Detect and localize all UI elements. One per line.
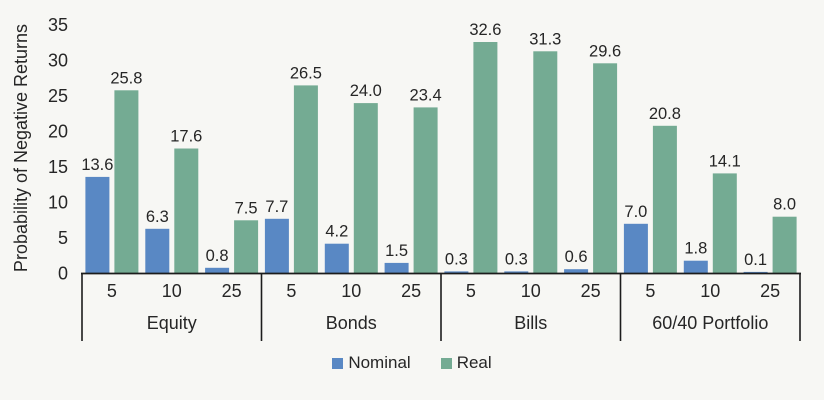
data-label-real-bonds-5: 26.5 [290,64,322,82]
legend-item-real: Real [440,353,492,373]
bar-nominal-bills-25 [564,269,589,274]
bar-nominal-equity-5 [85,176,110,274]
x-tick-label-60-40-portfolio-10: 10 [700,281,720,301]
y-tick-label-0: 0 [58,264,68,284]
data-label-real-60-40-portfolio-25: 8.0 [773,196,796,214]
data-label-real-bills-25: 29.6 [589,42,621,60]
x-tick-label-60-40-portfolio-5: 5 [645,281,655,301]
y-axis-title: Probability of Negative Returns [11,24,31,272]
legend-item-nominal: Nominal [332,353,411,373]
y-tick-label-30: 30 [48,51,68,71]
x-tick-label-bills-10: 10 [521,281,541,301]
data-label-nominal-60-40-portfolio-5: 7.0 [624,203,647,221]
bar-nominal-bills-10 [504,271,529,274]
bar-nominal-bills-5 [444,271,469,274]
data-label-real-bonds-10: 24.0 [350,82,382,100]
data-label-nominal-60-40-portfolio-25: 0.1 [744,251,767,269]
y-tick-label-25: 25 [48,86,68,106]
data-label-nominal-bills-25: 0.6 [565,248,588,266]
data-label-nominal-60-40-portfolio-10: 1.8 [684,240,707,258]
data-label-real-bonds-25: 23.4 [410,86,442,104]
y-tick-label-5: 5 [58,228,68,248]
x-tick-label-bonds-25: 25 [401,281,421,301]
x-tick-label-equity-25: 25 [222,281,242,301]
bar-real-bills-5 [473,42,498,274]
legend-label-nominal: Nominal [348,353,411,372]
bar-nominal-60-40-portfolio-5 [623,223,648,274]
bar-real-bills-25 [593,63,618,274]
data-label-nominal-bonds-10: 4.2 [325,223,348,241]
y-tick-label-20: 20 [48,122,68,142]
group-label-bonds: Bonds [326,313,377,333]
legend: Nominal Real [0,353,824,373]
x-tick-label-bonds-5: 5 [286,281,296,301]
bar-nominal-bonds-25 [384,262,409,274]
bar-nominal-equity-10 [145,228,170,274]
group-label-60-40-portfolio: 60/40 Portfolio [652,313,768,333]
bar-real-equity-10 [174,148,199,274]
real-swatch-icon [440,357,452,369]
data-label-real-bills-5: 32.6 [469,21,501,39]
data-label-nominal-bonds-5: 7.7 [265,198,288,216]
data-label-real-60-40-portfolio-10: 14.1 [709,152,741,170]
bar-nominal-bonds-5 [264,218,289,274]
data-label-real-equity-5: 25.8 [110,69,142,87]
legend-label-real: Real [456,353,492,372]
x-tick-label-equity-5: 5 [107,281,117,301]
group-label-bills: Bills [514,313,547,333]
data-label-nominal-equity-10: 6.3 [146,208,169,226]
x-tick-label-bills-25: 25 [581,281,601,301]
data-label-nominal-bills-10: 0.3 [505,250,528,268]
data-label-real-equity-10: 17.6 [170,128,202,146]
group-label-equity: Equity [147,313,197,333]
bar-nominal-equity-25 [205,267,230,274]
bar-nominal-bonds-10 [324,243,349,274]
bar-real-bonds-10 [353,103,378,274]
x-tick-label-equity-10: 10 [162,281,182,301]
data-label-nominal-equity-25: 0.8 [206,247,229,265]
data-label-nominal-bills-5: 0.3 [445,250,468,268]
data-label-real-60-40-portfolio-5: 20.8 [649,105,681,123]
bar-nominal-60-40-portfolio-10 [683,260,708,274]
bar-real-60-40-portfolio-25 [772,216,797,274]
bar-real-bonds-5 [293,85,318,274]
nominal-swatch-icon [332,357,344,369]
y-tick-label-15: 15 [48,157,68,177]
x-tick-label-bonds-10: 10 [341,281,361,301]
data-label-nominal-bonds-25: 1.5 [385,242,408,260]
x-tick-label-bills-5: 5 [466,281,476,301]
bar-real-equity-25 [234,220,259,274]
data-label-nominal-equity-5: 13.6 [81,156,113,174]
data-label-real-bills-10: 31.3 [529,30,561,48]
data-label-real-equity-25: 7.5 [235,199,258,217]
plot-area: 0 5 10 15 20 25 30 35 13.6 25.8 5 6.3 17.6 10 0.8 7.5 25… [48,15,801,341]
x-tick-label-60-40-portfolio-25: 25 [760,281,780,301]
bar-real-bills-10 [533,51,558,274]
y-tick-label-10: 10 [48,193,68,213]
bar-real-equity-5 [114,90,139,274]
bar-real-60-40-portfolio-5 [652,125,677,274]
y-tick-label-35: 35 [48,15,68,35]
bar-real-bonds-25 [413,107,438,274]
bar-real-60-40-portfolio-10 [712,173,737,274]
